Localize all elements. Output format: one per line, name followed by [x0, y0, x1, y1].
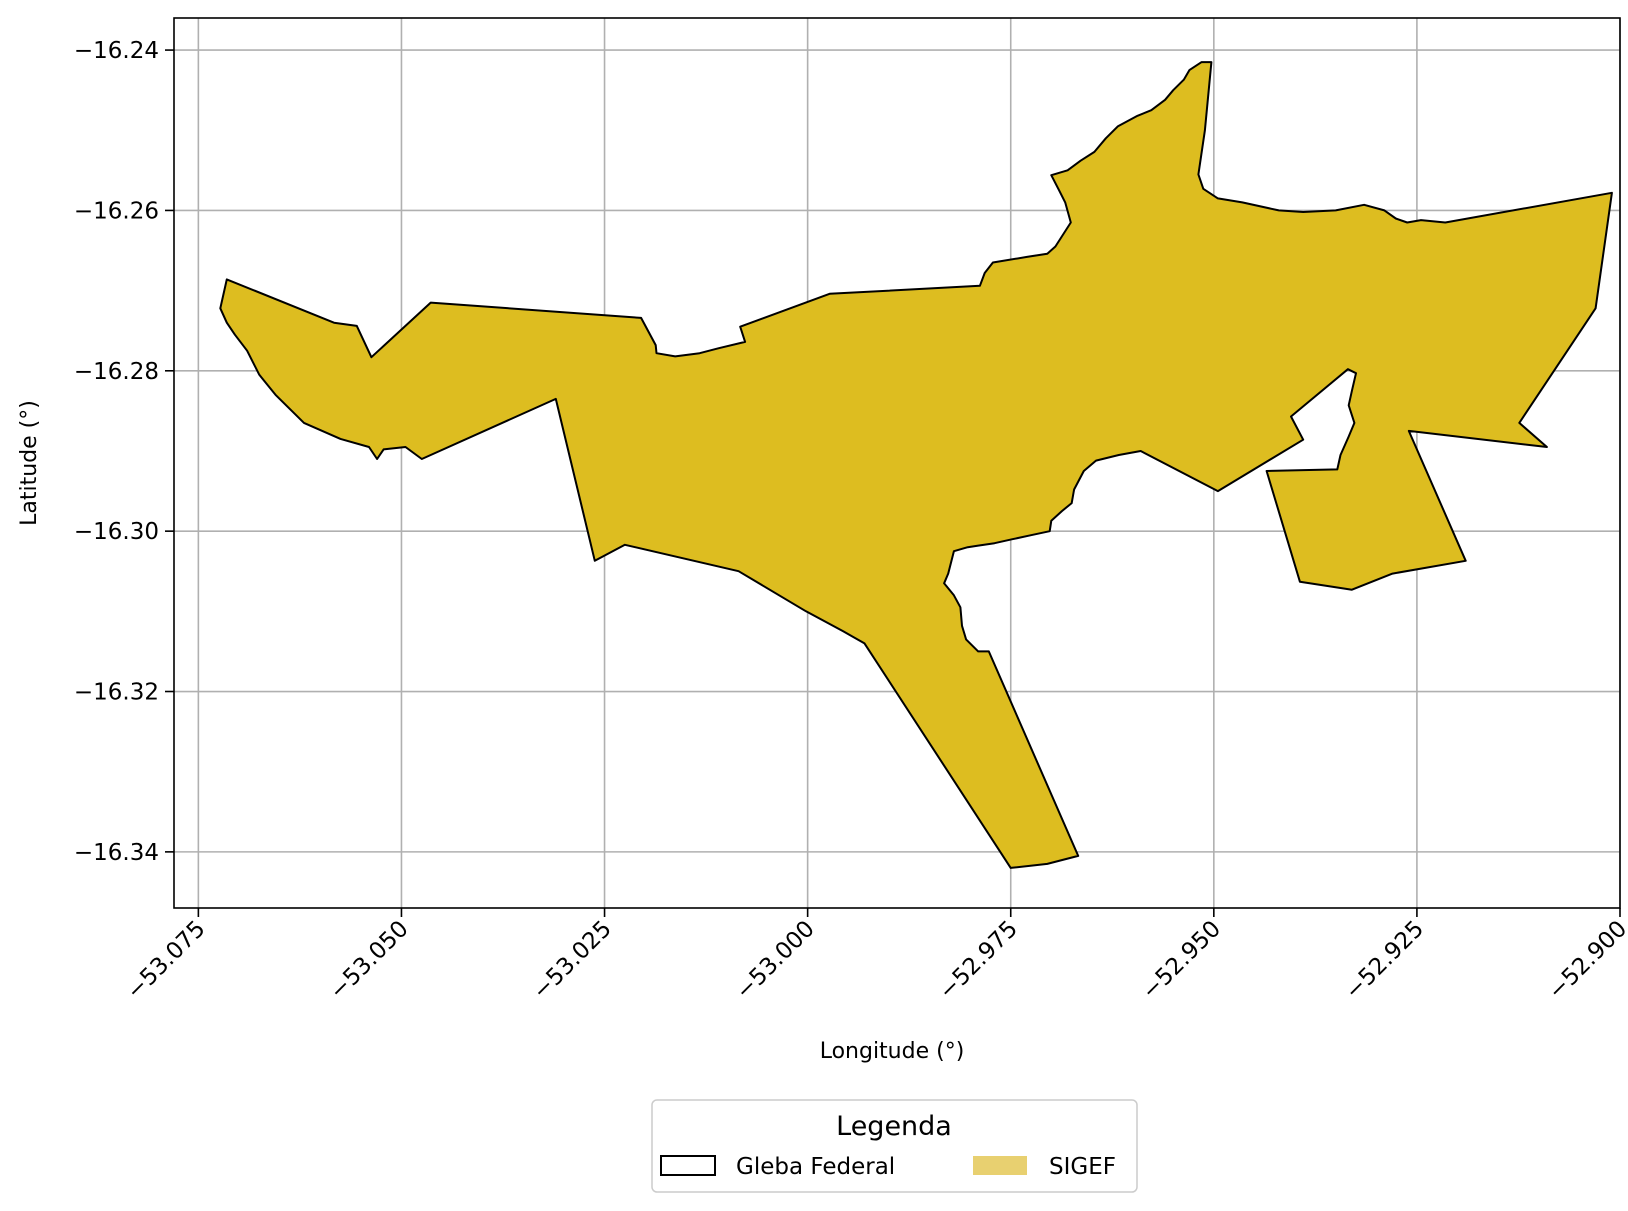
y-tick-label: −16.30: [74, 519, 159, 545]
legend: Legenda Gleba Federal SIGEF: [651, 1099, 1138, 1193]
legend-swatch-gleba-federal: [660, 1155, 716, 1176]
y-tick-label: −16.28: [74, 359, 159, 385]
y-tick-label: −16.26: [74, 198, 159, 224]
legend-swatch-sigef: [973, 1156, 1027, 1175]
y-tick-label: −16.24: [74, 38, 159, 64]
y-tick-label: −16.34: [74, 840, 159, 866]
legend-label-gleba-federal: Gleba Federal: [736, 1154, 895, 1180]
y-axis-ticks: −16.24 −16.26 −16.28 −16.30 −16.32 −16.34: [74, 38, 174, 866]
y-tick-label: −16.32: [74, 680, 159, 706]
axes-frame: [173, 17, 1621, 909]
legend-label-sigef: SIGEF: [1049, 1154, 1116, 1180]
y-axis-label: Latitude (°): [17, 400, 42, 526]
gleba-federal-polygon: [219, 61, 1613, 869]
x-axis-label: Longitude (°): [820, 1039, 965, 1064]
legend-title: Legenda: [836, 1111, 952, 1142]
